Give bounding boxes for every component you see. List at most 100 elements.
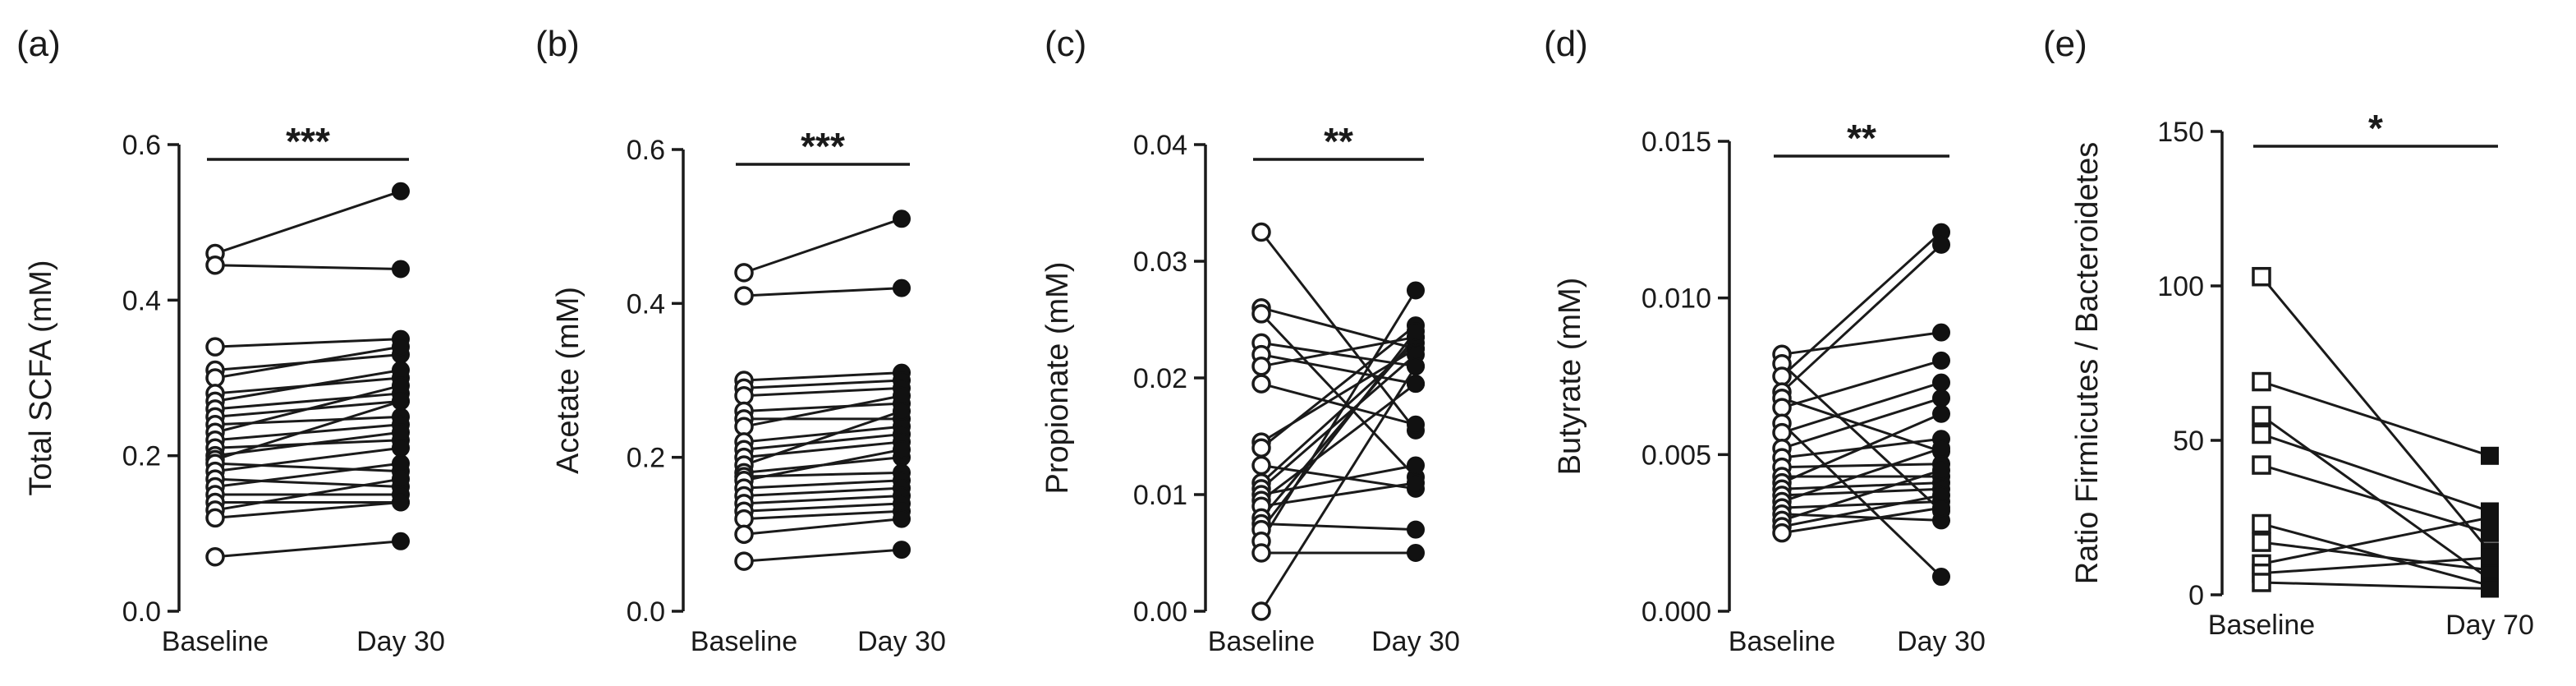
panel-d-pair-line (1781, 412, 1942, 485)
panel-d-followup-point (1932, 235, 1950, 254)
panel-b-pair-line (743, 509, 902, 521)
panel-a-baseline-point (205, 255, 225, 275)
panel-e-pair-line (2260, 275, 2491, 553)
panel-c-pair-line (1260, 353, 1417, 490)
panel-a-baseline-point (205, 337, 225, 357)
panel-c-baseline-point (1251, 543, 1271, 563)
panel-c-pair-line (1260, 366, 1417, 612)
panel-a-pair-line (214, 540, 402, 559)
panel-d-pair-line (1781, 481, 1942, 490)
panel-c-y-tick-label: 0.02 (1133, 363, 1187, 394)
panel-e-y-tick-label: 50 (2173, 426, 2204, 457)
panel-d-followup-point (1932, 373, 1950, 392)
panel-b-baseline-point (734, 286, 754, 306)
panel-c-pair-line (1260, 330, 1417, 531)
panel-a-pair-line (214, 345, 402, 380)
panel-a-followup-point (392, 338, 410, 357)
panel-b-followup-point (893, 279, 911, 297)
panel-d-x-label: Baseline (1729, 626, 1835, 657)
panel-e-pair-line (2261, 523, 2491, 587)
panel-e-letter: (e) (2043, 24, 2087, 64)
panel-e-followup-point (2481, 446, 2499, 465)
panel-a-baseline-point (205, 546, 225, 567)
panel-b-pair-line (743, 394, 902, 428)
panel-d-y-tick-label: 0.005 (1642, 440, 1711, 471)
panel-e-baseline-point (2252, 513, 2271, 534)
panel-e-baseline-point (2252, 266, 2271, 287)
panel-a-x-label: Day 30 (356, 626, 445, 657)
panel-b-pair-line (743, 433, 902, 451)
panel-c-baseline-point (1251, 455, 1271, 476)
panel-d-pair-line (1781, 447, 1942, 503)
panel-e-pair-line (2261, 463, 2491, 535)
panel-d-pair-line (1781, 463, 1942, 469)
panel-a-followup-point (392, 392, 410, 411)
panel-a-pair-line (214, 415, 402, 426)
panel-b-letter: (b) (535, 24, 580, 64)
panel-a-followup-point (392, 376, 410, 395)
panel-b-x-label: Day 30 (857, 626, 946, 657)
panel-a-pair-line (214, 462, 402, 473)
panel-c-y-label: Propionate (mM) (1040, 262, 1075, 495)
panel-e-pair-line (2261, 516, 2491, 565)
panel-d-followup-point (1932, 499, 1950, 518)
panel-a-pair-line (214, 190, 402, 255)
panel-a-pair-line (214, 462, 402, 489)
panel-c-pair-line (1260, 335, 1417, 368)
panel-e-pair-line (2261, 556, 2491, 575)
panel-d-followup-point (1932, 568, 1950, 587)
panel-b-pair-line (743, 217, 902, 274)
panel-a-followup-point (392, 260, 410, 279)
panel-b-y-tick-label: 0.0 (627, 596, 665, 628)
panel-d-y-label: Butyrate (mM) (1553, 278, 1587, 476)
panel-a-significance-stars: *** (286, 120, 330, 163)
panel-e-baseline-point (2252, 532, 2271, 552)
panel-c-baseline-point (1251, 304, 1271, 324)
panel-d-pair-line (1781, 494, 1942, 528)
panel-c-pair-line (1260, 382, 1417, 426)
panel-e-followup-point (2481, 509, 2499, 527)
panel-c-baseline-point (1251, 374, 1271, 394)
panel-a-pair-line (214, 477, 402, 489)
panel-c-followup-point (1407, 520, 1425, 539)
panel-c-baseline-point (1251, 438, 1271, 458)
panel-a-pair-line (214, 446, 402, 473)
panel-b-y-label: Acetate (mM) (551, 287, 585, 474)
panel-b-significance-stars: *** (801, 125, 845, 168)
panel-a-pair-line (214, 264, 402, 270)
panel-d-pair-line (1781, 506, 1942, 535)
panel-e-baseline-point (2252, 371, 2271, 392)
panel-d-baseline-point (1772, 366, 1792, 386)
panel-b-followup-point (893, 386, 911, 405)
panel-a-y-tick-label: 0.4 (122, 285, 161, 316)
panel-c-followup-point (1407, 473, 1425, 492)
panel-a-pair-line (214, 500, 402, 519)
panel-a-pair-line (214, 430, 402, 458)
panel-c-y-tick-label: 0.04 (1133, 130, 1187, 161)
panel-c-followup-point (1407, 415, 1425, 434)
panel-c-pair-line (1260, 353, 1417, 385)
panel-d-y-tick-label: 0.015 (1642, 127, 1711, 158)
panel-c-followup-point (1407, 456, 1425, 475)
panel-a-pair-line (214, 399, 402, 461)
panel-e-baseline-point (2252, 424, 2271, 444)
panel-b-pair-line (743, 402, 902, 412)
panel-a-baseline-point (205, 368, 225, 388)
panel-c-baseline-point (1251, 357, 1271, 376)
panel-a-followup-point (392, 182, 410, 200)
panel-c-pair-line (1260, 464, 1417, 490)
panel-a-x-label: Baseline (162, 626, 269, 657)
panel-e-y-label: Ratio Firmicutes / Bacteroidetes (2070, 142, 2105, 585)
panel-a-y-tick-label: 0.2 (122, 441, 161, 472)
panel-c-significance-stars: ** (1324, 120, 1353, 163)
panel-e-pair-line (2261, 380, 2491, 458)
panel-d-followup-point (1932, 404, 1950, 423)
panel-b-pair-line (743, 486, 902, 497)
panel-a-pair-line (214, 423, 402, 442)
panel-c-pair-line (1260, 523, 1417, 532)
panel-d-baseline-point (1772, 422, 1792, 443)
panel-b-followup-point (893, 509, 911, 528)
panel-d-letter: (d) (1544, 24, 1588, 64)
panel-b-followup-point (893, 541, 911, 559)
panel-c-pair-line (1260, 231, 1417, 431)
